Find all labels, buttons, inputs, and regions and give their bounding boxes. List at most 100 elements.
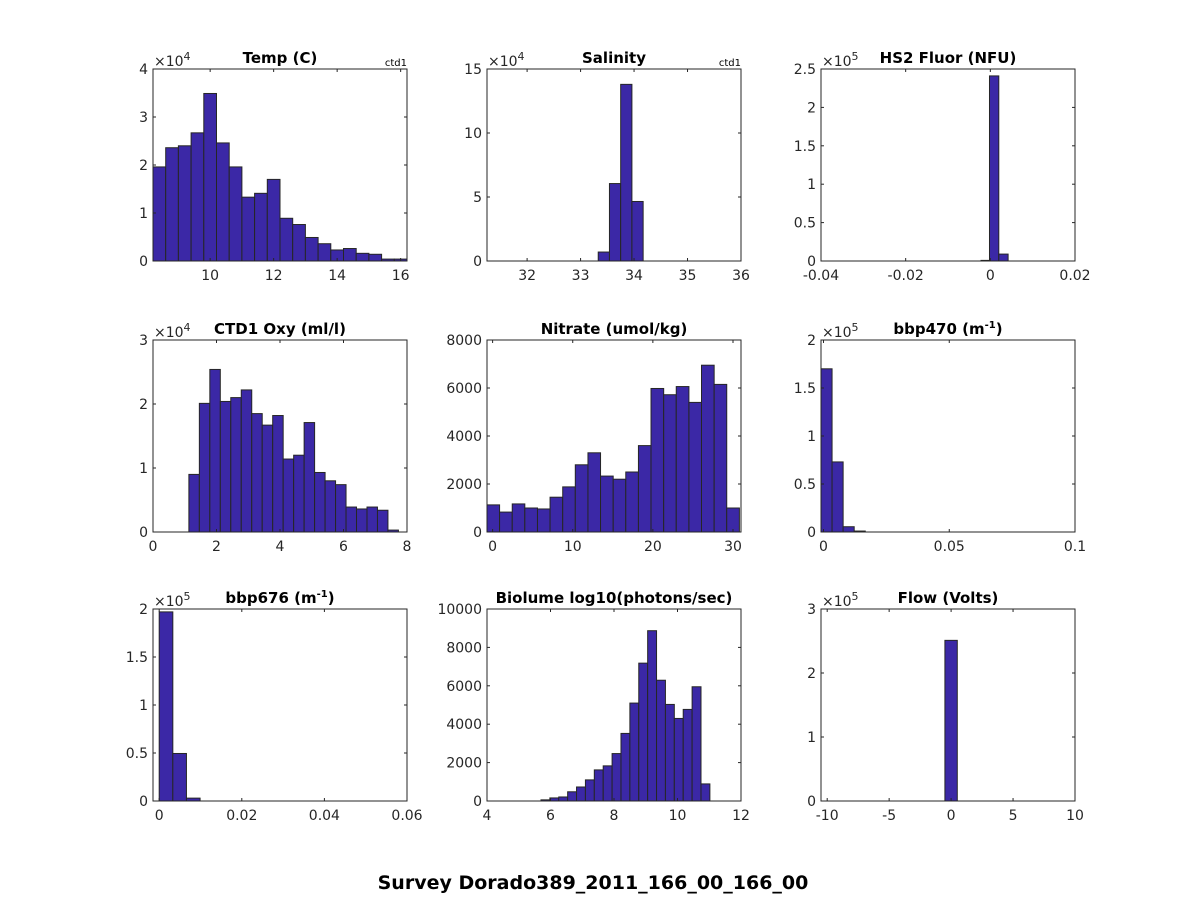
y-axis-exponent-label: ×105 — [154, 590, 191, 610]
histogram-bar — [664, 703, 675, 802]
histogram-bar — [700, 364, 715, 533]
histogram-bar — [602, 765, 613, 802]
histogram-bar — [988, 75, 1000, 262]
histogram-bar — [673, 717, 684, 802]
histogram-panel: 4 6 8 10 12 0 2000 4000 6000 8000 10000 Biolume log… — [437, 589, 749, 824]
y-tick-label: 1 — [807, 429, 816, 445]
histogram-bar — [486, 504, 501, 533]
y-tick-label: 1.5 — [794, 139, 816, 155]
histogram-bar — [335, 484, 347, 533]
panel-title-text: Temp (C) — [243, 49, 318, 67]
y-tick-label: 1 — [139, 206, 148, 222]
y-tick-label: 0 — [473, 254, 482, 270]
histogram-bar — [304, 236, 319, 262]
y-axis-exponent-label: ×105 — [822, 590, 859, 610]
x-tick-label: 2 — [212, 539, 221, 555]
histogram-bar — [272, 415, 284, 533]
axes-box — [486, 68, 742, 262]
exponent-power: 5 — [852, 321, 859, 334]
histogram-bar — [625, 471, 639, 533]
y-tick-label: 0.5 — [126, 746, 148, 762]
histogram-bar — [536, 508, 551, 533]
panel-title-text: Nitrate (umol/kg) — [541, 320, 688, 338]
histogram-bar — [831, 461, 844, 533]
x-tick-label: 35 — [679, 268, 697, 284]
y-tick-label: 4000 — [446, 717, 482, 733]
histogram-bar — [691, 686, 702, 802]
histogram-bar — [584, 779, 595, 802]
x-tick-label: 20 — [644, 539, 662, 555]
y-tick-label: 15 — [464, 62, 482, 78]
histogram-bar — [576, 786, 586, 802]
x-tick-label: -5 — [882, 808, 896, 824]
histogram-bar — [682, 708, 693, 802]
x-tick-label: 0 — [986, 268, 995, 284]
x-tick-label: 8 — [610, 808, 619, 824]
x-tick-label: 0.02 — [226, 808, 257, 824]
histogram-bar — [228, 166, 243, 262]
histogram-bar — [663, 394, 677, 533]
histogram-bar — [511, 503, 526, 533]
panel-title: HS2 Fluor (NFU) — [880, 49, 1017, 67]
x-tick-label: 10 — [201, 268, 219, 284]
x-tick-label: 0 — [819, 539, 828, 555]
y-tick-label: 3 — [139, 110, 148, 126]
y-tick-label: 10 — [464, 126, 482, 142]
histogram-bar — [188, 473, 200, 533]
y-tick-label: 0 — [473, 794, 482, 810]
histogram-bar — [647, 630, 658, 802]
histogram-bar — [608, 183, 622, 262]
panel-title: Biolume log10(photons/sec) — [496, 589, 733, 607]
histogram-bar — [597, 251, 610, 262]
histogram-bar — [638, 662, 649, 802]
y-axis-exponent-label: ×105 — [822, 321, 859, 341]
y-tick-label: 4000 — [446, 429, 482, 445]
axes-box — [820, 608, 1076, 802]
histogram-panel: 0 0.05 0.1 0 0.5 1 1.5 2 ×105 bbp470 (m-1) — [794, 320, 1086, 555]
histogram-bar — [656, 679, 666, 802]
histogram-bar — [317, 243, 332, 262]
y-tick-label: 0 — [473, 525, 482, 541]
panel-title: Flow (Volts) — [898, 589, 999, 607]
histogram-bar — [177, 145, 192, 262]
y-tick-label: 1.5 — [126, 650, 148, 666]
y-axis-exponent-label: ×105 — [822, 50, 859, 70]
panel-title-superscript: -1 — [317, 589, 328, 600]
histogram-bar — [292, 224, 306, 262]
x-tick-label: 0.04 — [309, 808, 340, 824]
histogram-bar — [261, 424, 274, 533]
exponent-power: 4 — [184, 50, 191, 63]
y-tick-label: 6000 — [446, 381, 482, 397]
panel-title-superscript: -1 — [985, 320, 996, 331]
histogram-bar — [282, 458, 295, 533]
histogram-bar — [254, 192, 268, 262]
exponent-base: ×10 — [154, 325, 184, 341]
histogram-bar — [567, 791, 578, 802]
x-tick-label: 0 — [149, 539, 158, 555]
histogram-bar — [944, 639, 958, 802]
x-tick-label: 10 — [669, 808, 687, 824]
panel-title-text: HS2 Fluor (NFU) — [880, 49, 1017, 67]
histogram-panel: 32 33 34 35 36 0 5 10 15 ×104 Salinity ctd1 — [464, 49, 750, 284]
x-tick-label: -10 — [816, 808, 839, 824]
histogram-bar — [549, 496, 564, 533]
histogram-bar — [241, 196, 256, 262]
histogram-bar — [726, 507, 740, 533]
y-tick-label: 2000 — [446, 477, 482, 493]
x-tick-label: 6 — [339, 539, 348, 555]
x-tick-label: 0 — [488, 539, 497, 555]
plot-area — [153, 609, 407, 801]
x-tick-label: -0.02 — [888, 268, 924, 284]
histogram-bar — [612, 478, 627, 533]
histogram-bar — [713, 383, 728, 533]
panel-title: Nitrate (umol/kg) — [541, 320, 688, 338]
histogram-bar — [198, 402, 211, 533]
histogram-bar — [600, 475, 614, 533]
histogram-bar — [700, 783, 711, 802]
histogram-bar — [343, 248, 357, 262]
panel-corner-label: ctd1 — [719, 58, 741, 69]
histogram-bar — [230, 397, 242, 533]
histogram-bar — [499, 511, 513, 533]
